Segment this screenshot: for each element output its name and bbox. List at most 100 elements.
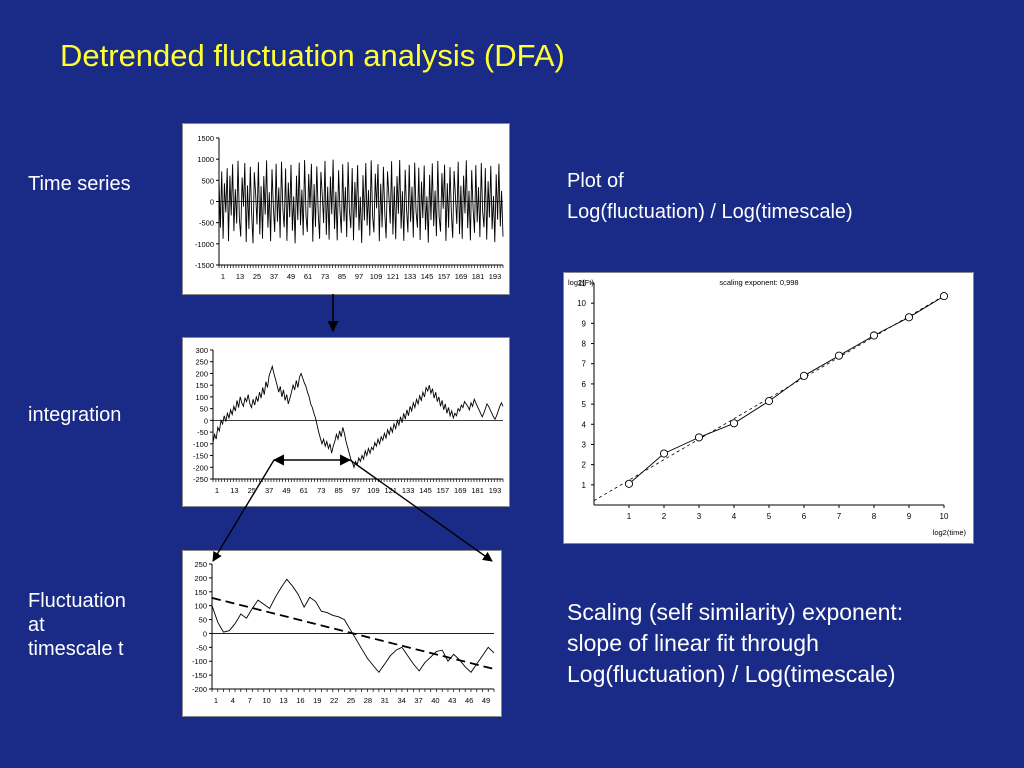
chart-title: scaling exponent: 0,998 <box>719 278 798 287</box>
zoom-arrow-left <box>212 459 275 562</box>
x-tick-label: 4 <box>231 696 235 705</box>
y-tick-label: -50 <box>196 643 207 652</box>
y-tick-label: 3 <box>582 440 587 449</box>
y-tick-label: 200 <box>195 369 208 378</box>
x-tick-label: 9 <box>907 512 912 521</box>
y-tick-label: -1000 <box>195 240 214 249</box>
x-tick-label: 157 <box>438 272 451 281</box>
x-tick-label: 49 <box>287 272 295 281</box>
label-integration: integration <box>28 404 122 426</box>
x-tick-label: 121 <box>384 486 397 495</box>
slide-title: Detrended fluctuation analysis (DFA) <box>60 38 565 73</box>
y-tick-label: 7 <box>582 360 587 369</box>
x-tick-label: 2 <box>662 512 667 521</box>
data-line <box>628 295 945 485</box>
plot-heading-line-2: Log(fluctuation) / Log(timescale) <box>567 201 853 223</box>
x-tick-label: 22 <box>330 696 338 705</box>
y-tick-label: 150 <box>195 381 208 390</box>
x-tick-label: 133 <box>402 486 415 495</box>
scaling-text-line-2: slope of linear fit through <box>567 630 819 656</box>
x-tick-label: 7 <box>837 512 842 521</box>
plot-heading: Plot of Log(fluctuation) / Log(timescale… <box>567 166 853 228</box>
y-tick-label: 5 <box>582 400 587 409</box>
y-tick-label: 50 <box>199 616 207 625</box>
fluctuation-chart-panel: 250 200 150 100 50 0 -50 -100 -150 -200 1 4 7 10 13 16 1… <box>182 550 502 717</box>
series-line <box>218 159 504 244</box>
x-tick-label: 1 <box>214 696 218 705</box>
x-tick-label: 4 <box>732 512 737 521</box>
time-series-chart-panel: 1500 1000 500 0 -500 -1000 -1500 1 13 25 37 49 61 73 8… <box>182 123 510 295</box>
data-point <box>764 397 774 406</box>
integration-chart: 300 250 200 150 100 50 0 -50 -100 -150 -200 -250 1 13… <box>193 346 504 495</box>
x-tick-label: 85 <box>334 486 342 495</box>
x-tick-label: 10 <box>262 696 270 705</box>
label-fluctuation-line-1: Fluctuation <box>28 590 126 612</box>
y-tick-label: 200 <box>194 574 207 583</box>
x-tick-label: 10 <box>940 512 949 521</box>
x-tick-label: 97 <box>355 272 363 281</box>
y-tick-label: 10 <box>577 299 586 308</box>
y-tick-label: 0 <box>204 416 208 425</box>
x-tick-label: 1 <box>215 486 219 495</box>
data-point <box>904 313 914 322</box>
x-tick-label: 37 <box>414 696 422 705</box>
zoom-arrow-right <box>349 459 493 562</box>
series-line <box>212 364 504 469</box>
data-point <box>659 449 669 458</box>
data-point <box>624 479 634 488</box>
x-tick-label: 121 <box>387 272 400 281</box>
x-tick-label: 145 <box>421 272 434 281</box>
y-tick-label: -50 <box>197 428 208 437</box>
y-tick-label: 0 <box>203 629 207 638</box>
x-tick-label: 1 <box>627 512 632 521</box>
time-series-chart: 1500 1000 500 0 -500 -1000 -1500 1 13 25 37 49 61 73 8… <box>195 134 504 281</box>
x-tick-label: 49 <box>482 696 490 705</box>
x-tick-label: 40 <box>431 696 439 705</box>
y-tick-label: 500 <box>201 176 214 185</box>
x-tick-label: 181 <box>471 486 484 495</box>
x-tick-label: 133 <box>404 272 417 281</box>
x-tick-label: 97 <box>352 486 360 495</box>
data-point <box>729 419 739 428</box>
data-point <box>799 371 809 380</box>
x-tick-label: 61 <box>300 486 308 495</box>
y-tick-label: 4 <box>582 420 587 429</box>
x-tick-label: 13 <box>279 696 287 705</box>
y-tick-label: 250 <box>194 560 207 569</box>
y-tick-label: -100 <box>192 657 207 666</box>
x-tick-label: 61 <box>304 272 312 281</box>
y-tick-label: 100 <box>195 393 208 402</box>
y-tick-label: 2 <box>582 461 587 470</box>
y-tick-label: -100 <box>193 440 208 449</box>
x-tick-label: 7 <box>248 696 252 705</box>
data-point <box>869 331 879 340</box>
x-tick-label: 169 <box>454 486 467 495</box>
x-tick-label: 13 <box>236 272 244 281</box>
y-tick-label: 300 <box>195 346 208 355</box>
x-tick-label: 109 <box>370 272 383 281</box>
y-tick-label: -200 <box>192 685 207 694</box>
y-tick-label: -500 <box>199 219 214 228</box>
x-tick-label: 49 <box>282 486 290 495</box>
x-tick-label: 43 <box>448 696 456 705</box>
y-tick-label: 0 <box>210 198 214 207</box>
x-tick-label: 25 <box>347 696 355 705</box>
x-axis-label: log2(time) <box>933 528 967 537</box>
x-tick-label: 25 <box>248 486 256 495</box>
integration-chart-panel: 300 250 200 150 100 50 0 -50 -100 -150 -200 -250 1 13… <box>182 337 510 507</box>
log-log-chart-panel: log2(Ft) log2(time) scaling exponent: 0,99… <box>563 272 974 544</box>
x-tick-label: 16 <box>296 696 304 705</box>
x-tick-label: 37 <box>265 486 273 495</box>
x-tick-label: 13 <box>230 486 238 495</box>
y-axis-label: log2(Ft) <box>568 278 594 287</box>
log-log-chart: log2(Ft) log2(time) scaling exponent: 0,99… <box>568 278 967 537</box>
y-tick-label: 100 <box>194 602 207 611</box>
y-tick-label: 1000 <box>197 155 214 164</box>
y-tick-label: 8 <box>582 340 587 349</box>
x-tick-label: 1 <box>221 272 225 281</box>
x-tick-label: 31 <box>381 696 389 705</box>
data-point <box>939 292 949 301</box>
y-tick-label: -150 <box>193 452 208 461</box>
y-tick-label: 1500 <box>197 134 214 143</box>
x-tick-label: 34 <box>397 696 405 705</box>
